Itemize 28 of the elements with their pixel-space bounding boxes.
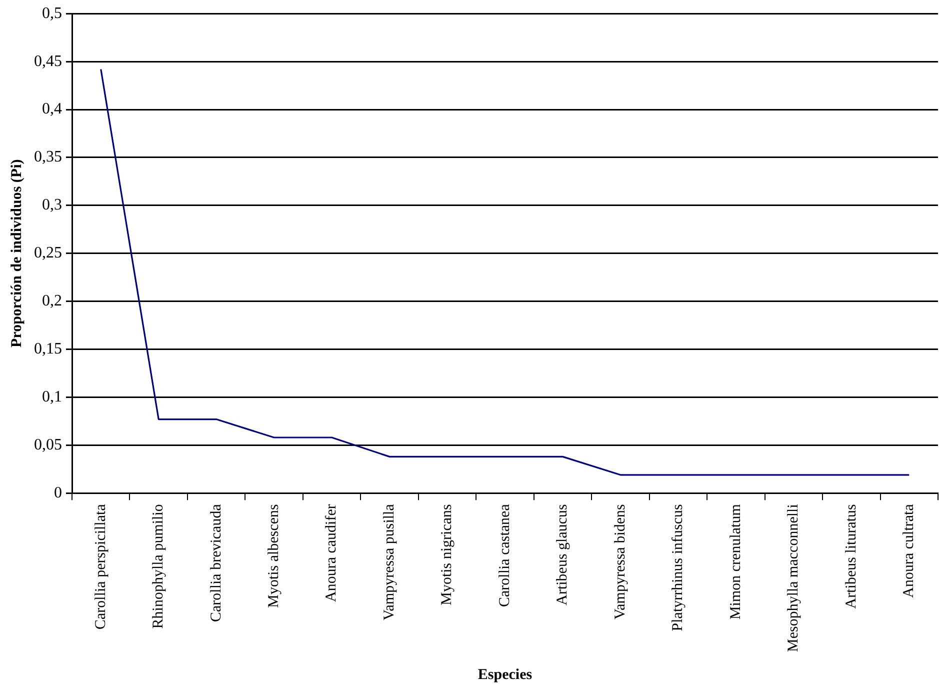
- x-tick-label: Myotis nigricans: [439, 504, 456, 606]
- y-tick-label: 0,4: [42, 100, 62, 118]
- y-tick-label: 0,3: [42, 196, 62, 214]
- x-tick-label: Vampyressa pusilla: [381, 504, 398, 620]
- x-tick-label: Carollia castanea: [496, 504, 513, 607]
- x-tick-label: Carollia brevicauda: [208, 504, 224, 622]
- x-tick-label: Mimon crenulatum: [728, 504, 744, 620]
- y-tick-label: 0,35: [34, 148, 62, 166]
- x-tick-label: Platyrrhinus infuscus: [670, 504, 686, 632]
- x-tick-label: Artibeus lituratus: [843, 504, 860, 609]
- x-tick-label: Anoura caudifer: [324, 504, 340, 602]
- x-tick-label: Rhinophylla pumilio: [150, 504, 167, 629]
- y-tick-label: 0,25: [34, 244, 62, 262]
- x-tick-label: Anoura cultrata: [901, 504, 918, 598]
- x-tick-label: Carollia perspicillata: [92, 504, 109, 630]
- x-tick-label: Mesophylla macconnelli: [786, 504, 802, 652]
- y-tick-label: 0: [54, 484, 62, 502]
- y-axis-title: Proporción de individuos (Pi): [8, 159, 25, 348]
- x-axis-title: Especies: [478, 666, 532, 683]
- x-tick-label: Vampyressa bidens: [612, 504, 628, 620]
- y-tick-label: 0,45: [34, 52, 62, 70]
- x-tick-label: Artibeus glaucus: [554, 504, 571, 606]
- y-tick-label: 0,2: [42, 292, 62, 310]
- y-tick-label: 0,5: [42, 4, 62, 22]
- y-tick-label: 0,05: [34, 436, 62, 454]
- y-tick-label: 0,1: [42, 388, 62, 406]
- y-tick-label: 0,15: [34, 340, 62, 358]
- x-tick-label: Myotis albescens: [266, 504, 282, 608]
